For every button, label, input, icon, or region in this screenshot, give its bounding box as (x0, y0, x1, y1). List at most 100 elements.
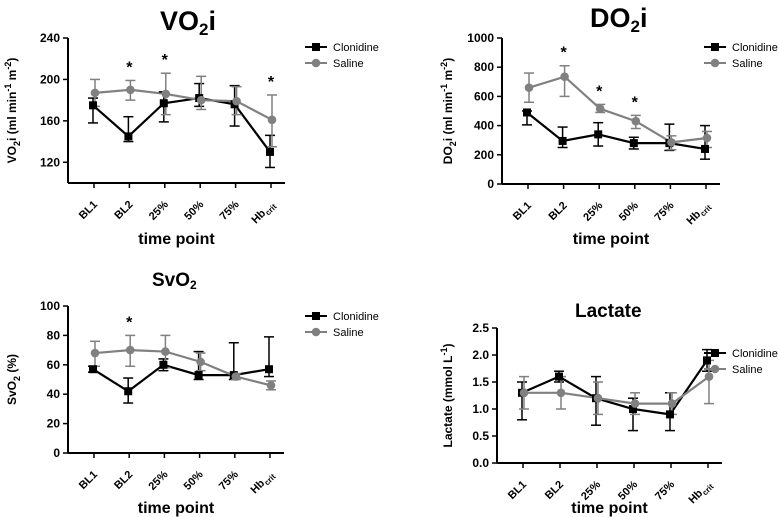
series-line-saline (524, 375, 710, 405)
data-point (89, 101, 97, 110)
y-tick-label: 100 (40, 299, 60, 313)
data-point (558, 136, 567, 145)
data-point (666, 410, 674, 419)
legend-label-clonidine: Clonidine (732, 42, 778, 54)
legend-label-clonidine: Clonidine (732, 348, 778, 360)
x-axis-label: time point (138, 231, 215, 248)
legend-label-clonidine: Clonidine (333, 311, 379, 323)
chart-panel: DO2i 0 200 400 600 800 1000 BL1 BL2 25% 50% 75% Hbcr… (439, 3, 778, 248)
data-point (519, 388, 529, 398)
data-point (710, 58, 720, 68)
x-tick-label: Hbcrit (248, 468, 277, 497)
data-point (667, 138, 676, 147)
x-tick-label: 50% (617, 199, 641, 223)
x-tick-label: Hbcrit (684, 199, 713, 228)
data-point (312, 312, 320, 320)
data-point (704, 372, 714, 381)
data-point (124, 387, 133, 396)
data-point (231, 372, 241, 381)
legend-label-clonidine: Clonidine (333, 42, 379, 54)
y-tick-label: 60 (47, 358, 61, 372)
data-point (703, 356, 711, 365)
x-axis-label: time point (138, 500, 215, 517)
chart-title: DO2i (590, 3, 647, 36)
x-tick-label: BL1 (511, 200, 534, 223)
series-line-saline (94, 88, 273, 121)
data-point (711, 43, 719, 51)
data-point (555, 372, 563, 381)
data-point (266, 381, 276, 390)
y-tick-label: 800 (474, 60, 494, 74)
y-tick-label: 600 (474, 89, 494, 103)
x-tick-label: 75% (652, 199, 676, 223)
y-axis-label: Lactate (mmol L-1) (439, 343, 455, 447)
x-tick-label: 75% (217, 468, 241, 492)
data-point (667, 399, 677, 408)
y-axis-label: SvO2 (%) (5, 354, 22, 405)
data-point (124, 132, 133, 141)
y-axis-label: DO2i (ml min-1 m-2) (439, 58, 458, 164)
y-tick-label: 0.5 (472, 429, 489, 443)
significance-marker: * (632, 94, 639, 111)
x-tick-label: BL2 (547, 200, 570, 223)
significance-marker: * (560, 45, 567, 62)
x-tick-label: BL1 (506, 479, 529, 502)
data-point (593, 393, 603, 403)
data-point (194, 371, 203, 380)
x-tick-label: BL2 (543, 479, 566, 502)
series-line-saline (528, 75, 708, 144)
data-point (232, 96, 241, 106)
y-tick-label: 240 (40, 31, 60, 45)
y-tick-label: 40 (47, 387, 61, 401)
x-tick-label: BL1 (77, 199, 100, 222)
y-tick-label: 0.0 (472, 456, 489, 470)
legend-label-saline: Saline (732, 58, 763, 70)
data-point (161, 347, 170, 356)
y-tick-label: 2.0 (472, 348, 489, 362)
data-point (556, 388, 566, 398)
legend-label-saline: Saline (333, 58, 364, 70)
x-tick-label: BL2 (112, 469, 135, 492)
x-tick-label: 75% (218, 198, 242, 222)
series-line-saline (94, 348, 272, 387)
x-tick-label: 50% (182, 468, 206, 492)
data-point (125, 345, 135, 355)
data-point (710, 364, 720, 374)
data-point (595, 104, 605, 114)
series-line-clonidine (92, 96, 271, 153)
x-tick-label: BL1 (77, 469, 100, 492)
y-tick-label: 0 (487, 177, 494, 191)
chart-panel: SvO2 0 20 40 60 80 100 BL1 BL2 25% 50% 75% Hbcrit * ti… (5, 270, 379, 517)
chart-title: Lactate (575, 301, 642, 322)
data-point (196, 95, 206, 105)
data-point (523, 108, 531, 117)
y-tick-label: 20 (47, 417, 61, 431)
y-tick-label: 80 (47, 328, 61, 342)
data-point (266, 147, 274, 156)
significance-marker: * (126, 314, 133, 331)
data-point (267, 115, 277, 125)
legend-label-saline: Saline (333, 327, 364, 339)
x-tick-label: Hbcrit (686, 478, 715, 507)
y-tick-label: 200 (474, 148, 494, 162)
y-tick-label: 1.0 (472, 402, 489, 416)
x-axis-label: time point (573, 231, 650, 248)
series-line-clonidine (526, 111, 706, 151)
data-point (312, 43, 320, 51)
x-axis-label: time point (571, 500, 648, 517)
x-tick-label: 25% (581, 199, 605, 223)
data-point (702, 133, 712, 143)
x-tick-label: 75% (653, 478, 677, 502)
data-point (89, 365, 97, 374)
data-point (594, 130, 603, 139)
data-point (701, 144, 709, 153)
x-tick-label: 25% (146, 468, 170, 492)
x-tick-label: BL2 (112, 199, 135, 222)
y-tick-label: 160 (40, 114, 60, 128)
legend-label-saline: Saline (732, 364, 763, 376)
x-tick-label: 25% (147, 198, 171, 222)
chart-title: VO2i (160, 6, 216, 39)
data-point (159, 360, 168, 369)
data-point (196, 357, 205, 367)
